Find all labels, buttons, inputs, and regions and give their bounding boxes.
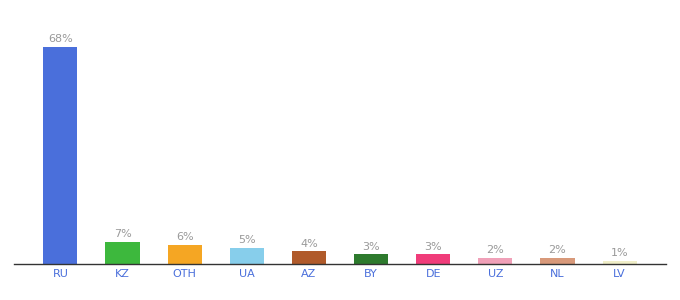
Text: 3%: 3%	[362, 242, 380, 252]
Bar	[541, 258, 575, 264]
Bar	[292, 251, 326, 264]
Text: 7%: 7%	[114, 229, 131, 239]
Text: 1%: 1%	[611, 248, 628, 258]
Text: 2%: 2%	[549, 245, 566, 255]
Text: 5%: 5%	[238, 236, 256, 245]
Bar	[230, 248, 264, 264]
Text: 68%: 68%	[48, 34, 73, 44]
Text: 3%: 3%	[424, 242, 442, 252]
Bar	[602, 261, 636, 264]
Bar	[105, 242, 139, 264]
Bar	[478, 258, 513, 264]
Text: 2%: 2%	[486, 245, 505, 255]
Bar	[416, 254, 450, 264]
Bar	[354, 254, 388, 264]
Bar	[167, 245, 202, 264]
Bar	[44, 47, 78, 264]
Text: 4%: 4%	[300, 239, 318, 249]
Text: 6%: 6%	[176, 232, 193, 242]
